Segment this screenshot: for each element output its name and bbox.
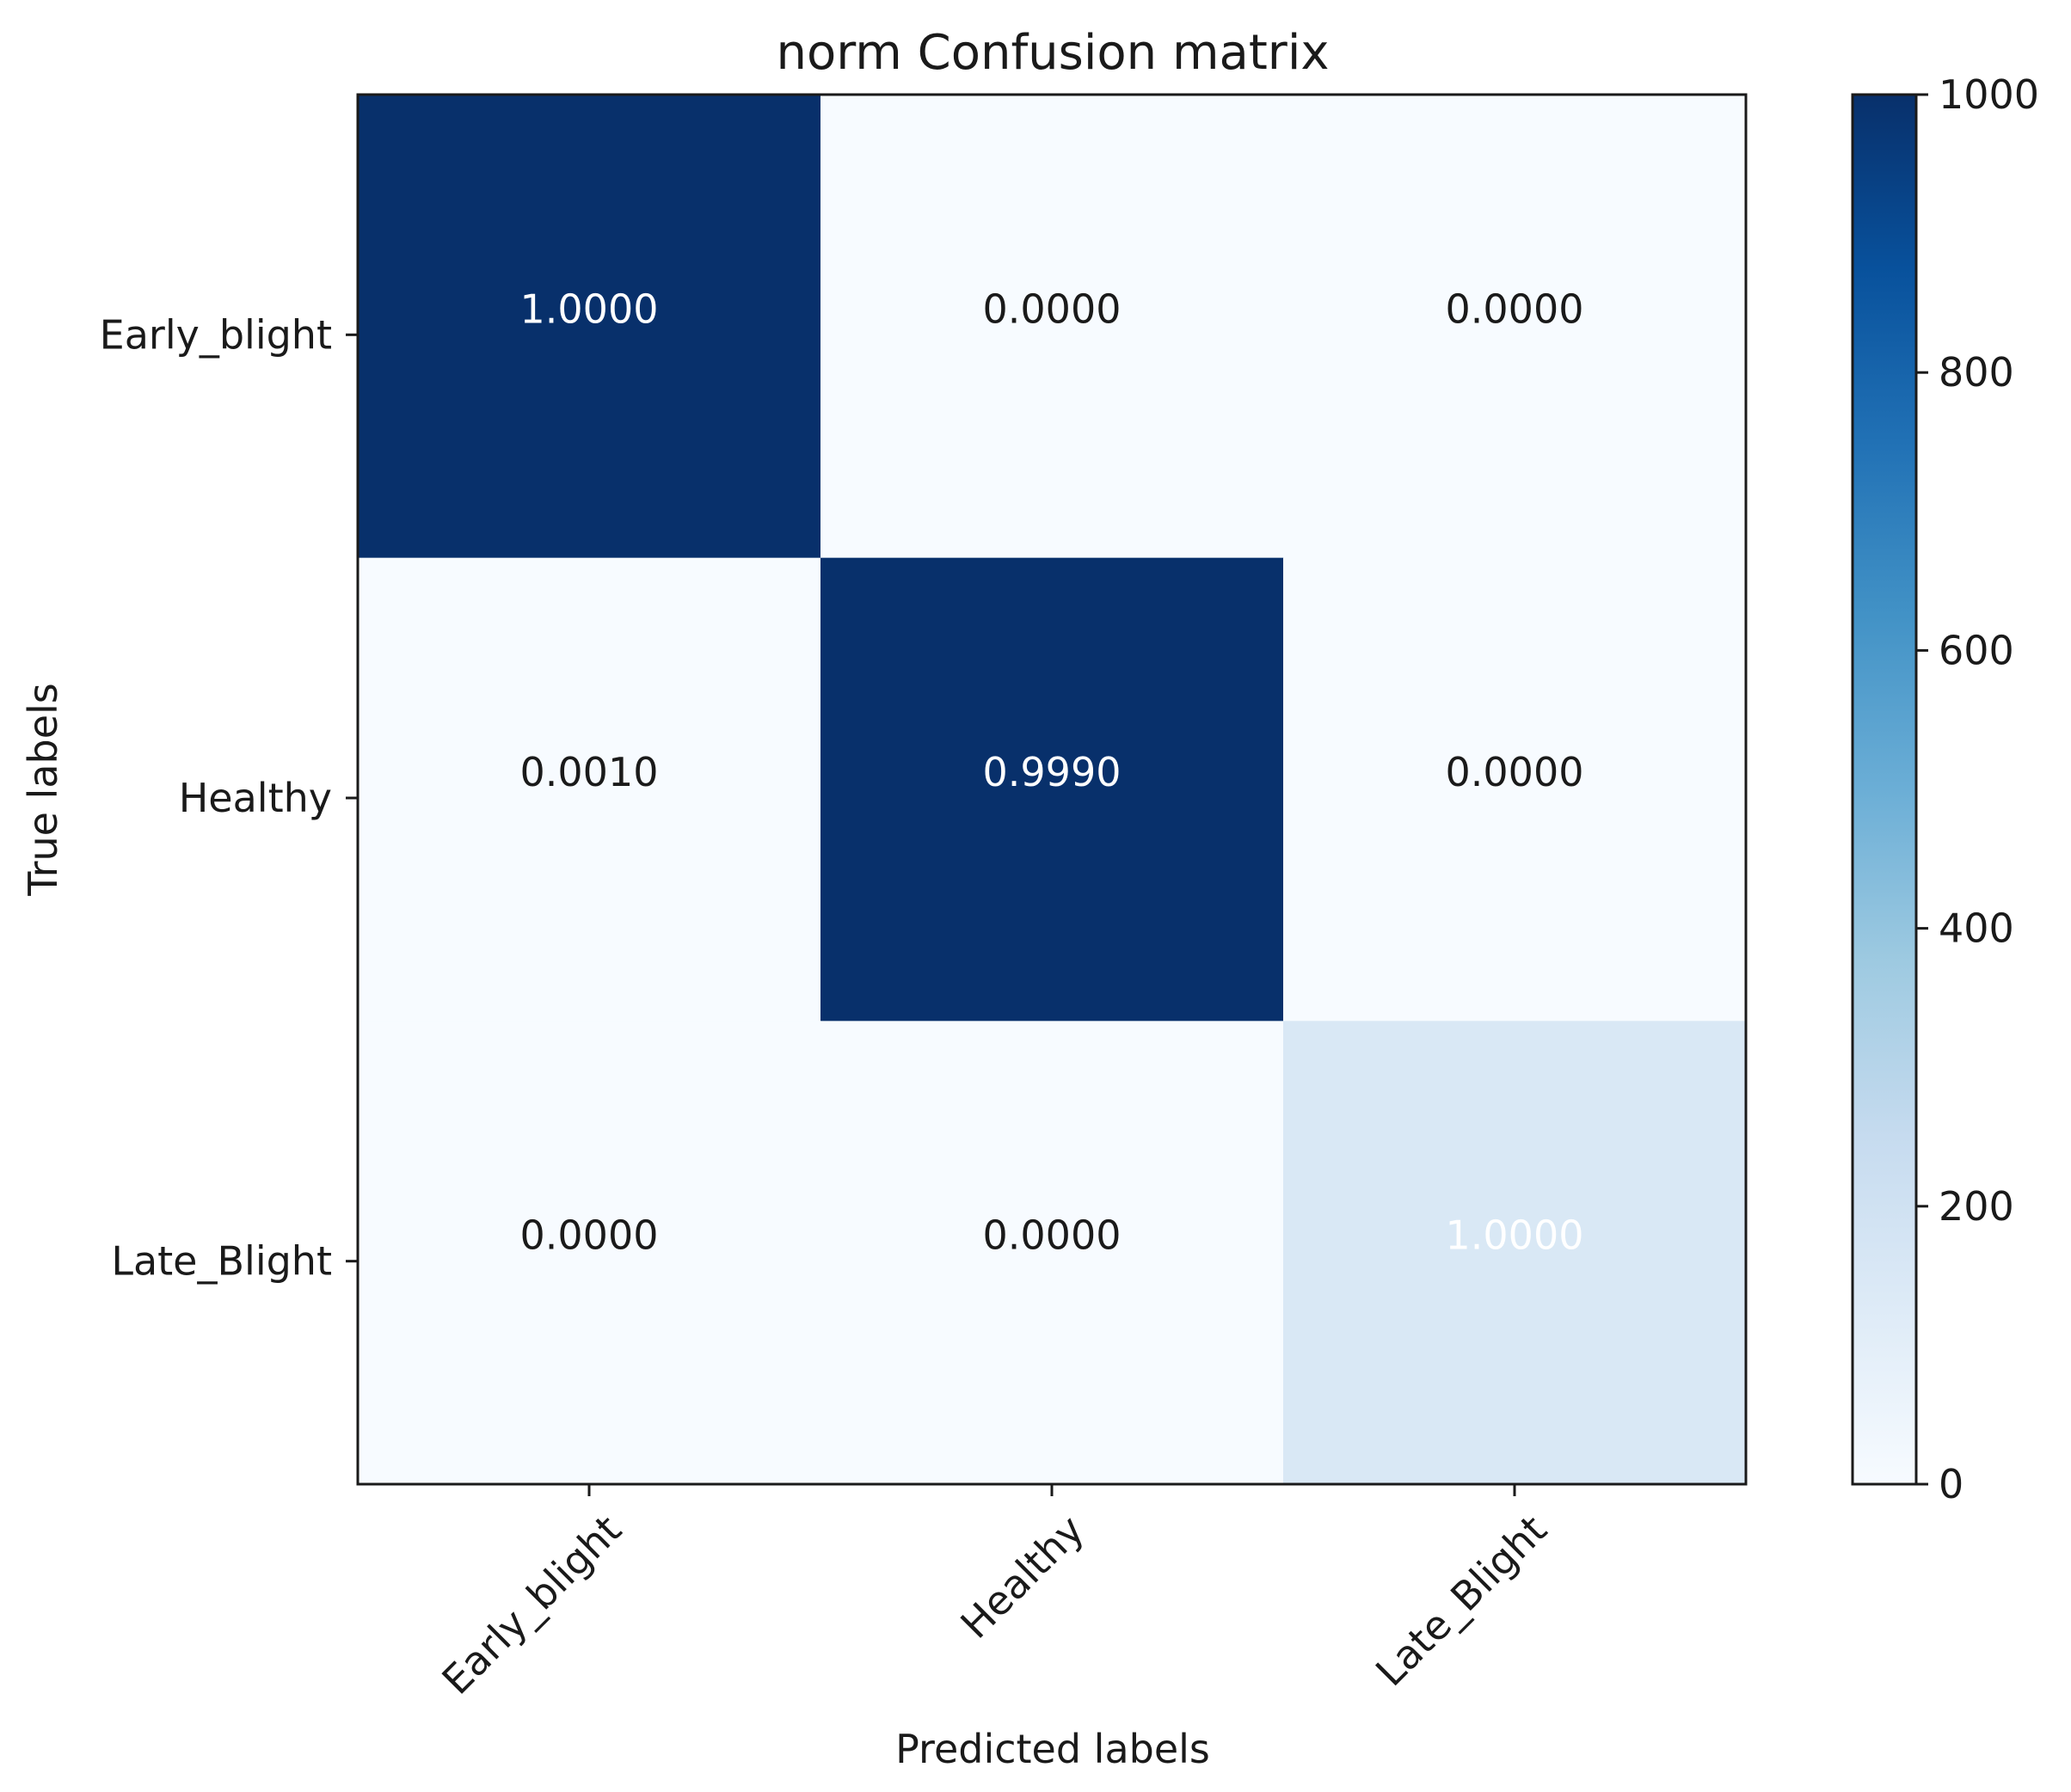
y-tick-label: Late_Blight [111,1238,332,1285]
heatmap-cell [820,95,1284,559]
heatmap-cell [358,557,821,1022]
heatmap-cell [1283,95,1747,559]
heatmap-cell [820,1021,1284,1485]
cell-value-label: 0.9990 [983,749,1122,795]
heatmap-cell [1283,1021,1747,1485]
heatmap-cell [820,557,1284,1022]
cell-value-label: 0.0000 [1446,749,1584,795]
colorbar-ticks: 0 200 400 600 800 1000 [1916,71,2039,1507]
y-axis-ticks: Early_blight Healthy Late_Blight [100,311,358,1285]
cell-value-label: 0.0000 [983,1212,1122,1259]
colorbar-tick-label: 1000 [1939,71,2039,118]
x-axis-ticks: Early_blight Healthy Late_Blight [433,1484,1556,1703]
heatmap-cell [358,95,821,559]
cell-value-label: 1.0000 [1446,1212,1584,1259]
colorbar-tick-label: 600 [1939,627,2014,673]
cell-value-label: 0.0000 [520,1212,659,1259]
y-axis-label: True labels [20,683,66,897]
colorbar-tick-label: 800 [1939,349,2014,396]
colorbar-tick-label: 200 [1939,1183,2014,1230]
colorbar-tick-label: 400 [1939,905,2014,952]
cell-value-label: 1.0000 [520,285,659,332]
heatmap-cells [358,95,1747,1485]
x-tick-label: Early_blight [433,1507,630,1703]
chart-title: norm Confusion matrix [776,25,1329,81]
x-tick-label: Healthy [952,1507,1093,1648]
x-tick-label: Late_Blight [1367,1507,1556,1696]
colorbar-tick-label: 0 [1939,1461,1963,1507]
heatmap-cell-labels: 1.0000 0.0000 0.0000 0.0010 0.9990 0.0000 0.00… [520,285,1584,1258]
cell-value-label: 0.0000 [1446,285,1584,332]
x-axis-label: Predicted labels [895,1726,1210,1772]
heatmap-cell [358,1021,821,1485]
cell-value-label: 0.0000 [983,285,1122,332]
y-tick-label: Healthy [179,775,332,821]
colorbar [1851,93,1918,1486]
cell-value-label: 0.0010 [520,749,659,795]
heatmap-cell [1283,557,1747,1022]
y-tick-label: Early_blight [100,311,332,358]
